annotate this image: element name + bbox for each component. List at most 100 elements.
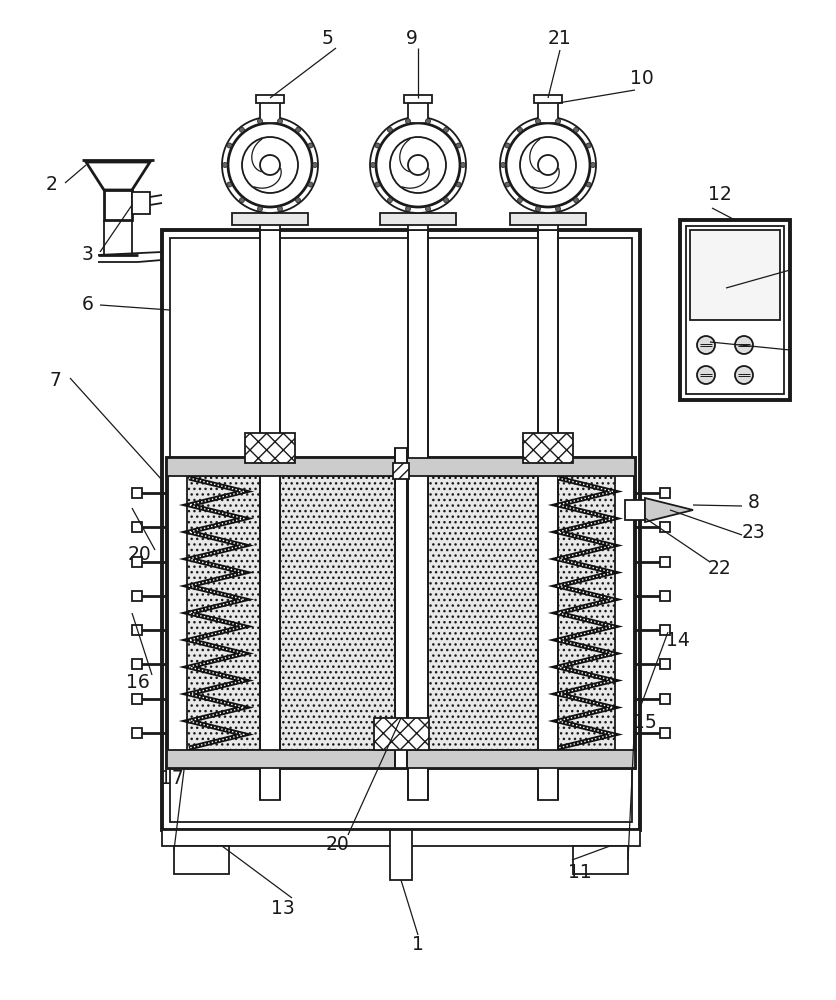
Bar <box>132 522 142 532</box>
Text: 9: 9 <box>405 28 417 47</box>
Circle shape <box>239 127 244 132</box>
Bar <box>132 625 142 635</box>
Bar <box>245 433 294 463</box>
Bar <box>660 591 669 601</box>
Circle shape <box>227 143 232 148</box>
Bar <box>132 192 150 214</box>
Circle shape <box>239 198 244 203</box>
Circle shape <box>734 336 752 354</box>
Bar <box>660 728 669 738</box>
Bar <box>260 230 280 800</box>
Circle shape <box>370 117 466 213</box>
Bar <box>380 213 456 225</box>
Circle shape <box>589 162 594 167</box>
Bar <box>573 846 627 874</box>
Circle shape <box>227 123 312 207</box>
Bar <box>167 458 635 476</box>
Circle shape <box>499 117 595 213</box>
Text: 6: 6 <box>82 296 94 314</box>
Circle shape <box>308 143 313 148</box>
Text: 8: 8 <box>747 493 759 512</box>
Circle shape <box>538 155 558 175</box>
Bar <box>538 101 558 123</box>
Circle shape <box>456 143 461 148</box>
Bar <box>170 238 631 822</box>
Circle shape <box>555 119 560 124</box>
Circle shape <box>443 127 448 132</box>
Text: 10: 10 <box>630 68 653 88</box>
Bar <box>393 463 409 479</box>
Bar <box>522 433 573 463</box>
Circle shape <box>260 155 280 175</box>
Bar <box>167 458 635 768</box>
Circle shape <box>573 198 578 203</box>
Bar <box>660 522 669 532</box>
Circle shape <box>443 198 448 203</box>
Text: 1: 1 <box>411 936 423 954</box>
Circle shape <box>222 162 227 167</box>
Bar <box>104 190 132 220</box>
Bar <box>167 750 635 768</box>
Text: 20: 20 <box>128 546 151 564</box>
Circle shape <box>585 182 590 187</box>
Circle shape <box>295 127 300 132</box>
Polygon shape <box>645 498 692 522</box>
Bar <box>686 226 783 394</box>
Text: 20: 20 <box>707 338 731 358</box>
Bar <box>689 230 779 320</box>
Circle shape <box>375 123 460 207</box>
Circle shape <box>555 206 560 211</box>
Text: 16: 16 <box>126 672 150 692</box>
Circle shape <box>257 119 263 124</box>
Bar <box>407 230 427 800</box>
Text: 11: 11 <box>568 862 591 882</box>
Circle shape <box>242 137 298 193</box>
Text: 12: 12 <box>707 186 731 205</box>
Circle shape <box>500 162 505 167</box>
Bar <box>132 694 142 704</box>
Circle shape <box>370 162 375 167</box>
Text: 2: 2 <box>46 176 58 194</box>
Circle shape <box>519 137 575 193</box>
Bar <box>509 213 585 225</box>
Circle shape <box>425 119 430 124</box>
Bar <box>404 95 431 103</box>
Circle shape <box>387 198 392 203</box>
Bar <box>660 659 669 669</box>
Text: 21: 21 <box>548 28 571 47</box>
Bar <box>260 101 280 123</box>
Bar <box>132 591 142 601</box>
Bar <box>374 718 429 750</box>
Bar <box>660 557 669 567</box>
Circle shape <box>375 143 380 148</box>
Text: 19: 19 <box>722 268 746 288</box>
Circle shape <box>517 198 522 203</box>
Circle shape <box>517 127 522 132</box>
Text: 3: 3 <box>82 245 94 264</box>
Circle shape <box>535 206 540 211</box>
Bar <box>232 213 308 225</box>
Circle shape <box>506 123 589 207</box>
Circle shape <box>425 206 430 211</box>
Text: 14: 14 <box>665 631 689 650</box>
Bar <box>174 846 229 874</box>
Bar <box>162 830 640 846</box>
Bar <box>624 500 645 520</box>
Circle shape <box>696 366 714 384</box>
Circle shape <box>387 127 392 132</box>
Bar <box>395 448 406 768</box>
Circle shape <box>257 206 263 211</box>
Circle shape <box>460 162 465 167</box>
Circle shape <box>405 119 410 124</box>
Circle shape <box>405 206 410 211</box>
Text: 23: 23 <box>742 522 765 542</box>
Circle shape <box>312 162 317 167</box>
Circle shape <box>222 117 318 213</box>
Bar <box>132 659 142 669</box>
Text: 22: 22 <box>707 558 731 578</box>
Bar <box>132 557 142 567</box>
Circle shape <box>696 336 714 354</box>
Bar <box>538 230 558 800</box>
Circle shape <box>504 143 509 148</box>
Bar <box>132 728 142 738</box>
